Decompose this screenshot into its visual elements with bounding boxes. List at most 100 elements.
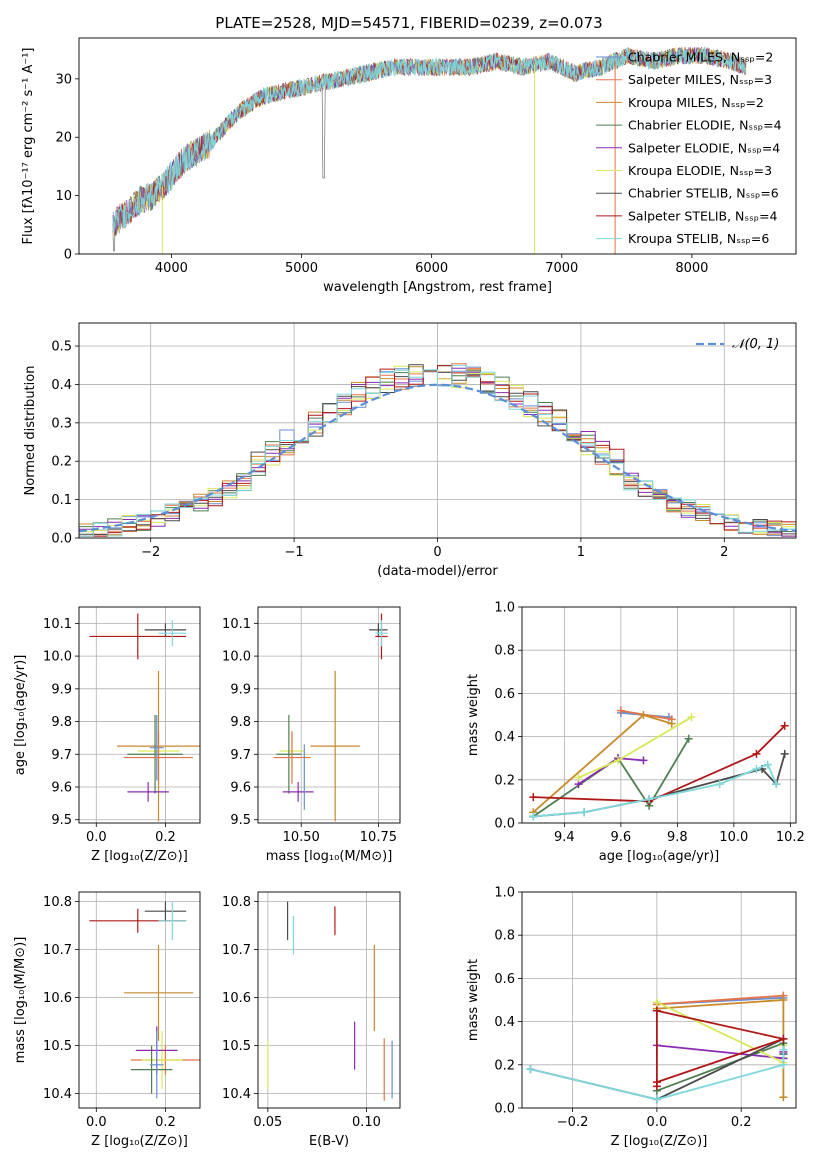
- x-tick-label: 10.50: [283, 830, 320, 845]
- y-tick-label: 10.0: [222, 650, 251, 665]
- y-axis-label: mass weight: [466, 674, 481, 756]
- y-tick-label: 20: [55, 131, 72, 146]
- series-marker: [616, 706, 625, 715]
- series-marker: [667, 719, 676, 728]
- x-tick-label: 6000: [415, 261, 448, 276]
- data-point: [141, 1031, 183, 1089]
- panel-3: 0.0 0.2 9.5 9.6 9.7 9.8 9.9 10.0 10.1 Z [log₁₀(Z/…: [13, 606, 201, 864]
- y-tick-label: 9.9: [51, 682, 72, 697]
- axes-frame: [257, 606, 401, 824]
- axes-frame: [78, 891, 201, 1109]
- data-point: [276, 715, 302, 794]
- series-marker: [752, 749, 761, 758]
- x-tick-label: 0.0: [647, 1115, 668, 1130]
- series-marker: [526, 1065, 535, 1074]
- weight-series-5: [574, 754, 648, 789]
- y-tick-label: 10.4: [43, 1087, 72, 1102]
- axes-frame: [257, 891, 401, 1109]
- data-point: [130, 1045, 173, 1094]
- y-tick-label: 0.8: [494, 644, 515, 659]
- x-tick-label: 2: [720, 545, 728, 560]
- y-tick-label: 0.2: [494, 773, 515, 788]
- y-tick-label: 0.6: [494, 972, 515, 987]
- weight-series-8: [652, 1006, 788, 1091]
- x-tick-label: 1: [577, 545, 585, 560]
- x-axis-label: age [log₁₀(age/yr)]: [599, 849, 720, 864]
- series-line: [530, 1049, 785, 1101]
- y-tick-label: 0.0: [51, 532, 72, 547]
- y-tick-label: 10.1: [222, 617, 251, 632]
- weight-series-3: [529, 711, 676, 817]
- legend-label: Kroupa STELIB, Nₛₛₚ=6: [628, 231, 769, 246]
- x-axis-label: Z [log₁₀(Z/Z⊙)]: [91, 849, 188, 864]
- y-tick-label: 0.4: [51, 378, 72, 393]
- y-tick-label: 0.3: [51, 416, 72, 431]
- x-tick-label: 5000: [285, 261, 318, 276]
- panel-1: 4000 5000 6000 7000 8000 0 10 20 30 wavelength [A…: [21, 37, 797, 295]
- y-tick-label: 9.6: [230, 781, 251, 796]
- y-axis-label: Normed distribution: [23, 366, 38, 496]
- weight-series-9: [526, 1045, 788, 1104]
- x-tick-label: 10.0: [719, 830, 748, 845]
- y-tick-label: 0.4: [494, 1015, 515, 1030]
- y-tick-label: 10.7: [222, 943, 251, 958]
- data-point: [123, 944, 194, 1041]
- y-tick-label: 30: [55, 72, 72, 87]
- y-tick-label: 10.1: [43, 617, 72, 632]
- y-tick-label: 0.5: [51, 340, 72, 355]
- y-tick-label: 10.8: [43, 895, 72, 910]
- series-line: [656, 1041, 785, 1092]
- x-tick-label: 0.2: [731, 1115, 752, 1130]
- series-marker: [580, 808, 589, 817]
- legend-label: Kroupa MILES, Nₛₛₚ=2: [628, 95, 764, 110]
- series-marker: [772, 780, 781, 789]
- legend-label: Chabrier ELODIE, Nₛₛₚ=4: [628, 118, 782, 133]
- x-tick-label: −0.2: [557, 1115, 589, 1130]
- weight-series-9: [529, 760, 781, 821]
- y-tick-label: 9.5: [51, 813, 72, 828]
- data-point: [149, 1031, 164, 1099]
- x-tick-label: 0.2: [155, 830, 176, 845]
- legend-label: Chabrier MILES, Nₛₛₚ=2: [628, 50, 773, 65]
- histogram-series-9: [79, 364, 796, 537]
- data-point: [282, 782, 314, 802]
- series-marker: [780, 749, 789, 758]
- y-tick-label: 9.6: [51, 781, 72, 796]
- legend-label: Chabrier STELIB, Nₛₛₚ=6: [628, 186, 779, 201]
- y-axis-label: age [log₁₀(age/yr)]: [13, 655, 28, 776]
- series-marker: [687, 713, 696, 722]
- x-tick-label: 9.6: [611, 830, 632, 845]
- legend-label: 𝒩(0, 1): [732, 337, 779, 352]
- x-tick-label: −2: [141, 545, 160, 560]
- x-tick-label: 0.2: [155, 1115, 176, 1130]
- x-axis-label: wavelength [Angstrom, rest frame]: [323, 280, 552, 295]
- y-tick-label: 9.7: [230, 748, 251, 763]
- y-tick-label: 0.2: [51, 455, 72, 470]
- panel-5: 9.4 9.6 9.8 10.0 10.2 0.0 0.2 0.4 0.6 0.8 1.0 age […: [466, 601, 805, 865]
- axes-frame: [78, 37, 797, 255]
- x-axis-label: mass [log₁₀(M/M⊙)]: [266, 849, 393, 864]
- data-point: [127, 715, 183, 794]
- panel-8: −0.2 0.0 0.2 0.0 0.2 0.4 0.6 0.8 1.0 Z [log₁₀(Z/Z…: [466, 886, 797, 1149]
- x-tick-label: 0.0: [86, 1115, 107, 1130]
- data-point: [144, 623, 187, 637]
- y-tick-label: 1.0: [494, 601, 515, 616]
- x-tick-label: 10.75: [360, 830, 397, 845]
- y-tick-label: 0.4: [494, 730, 515, 745]
- series-marker: [574, 773, 583, 782]
- weight-series-2: [652, 991, 788, 1009]
- x-axis-label: E(B-V): [309, 1134, 349, 1149]
- series-marker: [652, 1006, 661, 1015]
- legend-label: Salpeter ELODIE, Nₛₛₚ=4: [628, 140, 780, 155]
- y-tick-label: 9.5: [230, 813, 251, 828]
- series-marker: [645, 795, 654, 804]
- data-point: [127, 782, 169, 802]
- x-tick-label: 0: [433, 545, 441, 560]
- series-marker: [639, 756, 648, 765]
- y-tick-label: 10.5: [43, 1039, 72, 1054]
- series-marker: [779, 996, 788, 1004]
- series-line: [656, 1001, 785, 1065]
- x-tick-label: 10.2: [776, 830, 805, 845]
- series-marker: [779, 1034, 788, 1043]
- series-marker: [763, 760, 772, 769]
